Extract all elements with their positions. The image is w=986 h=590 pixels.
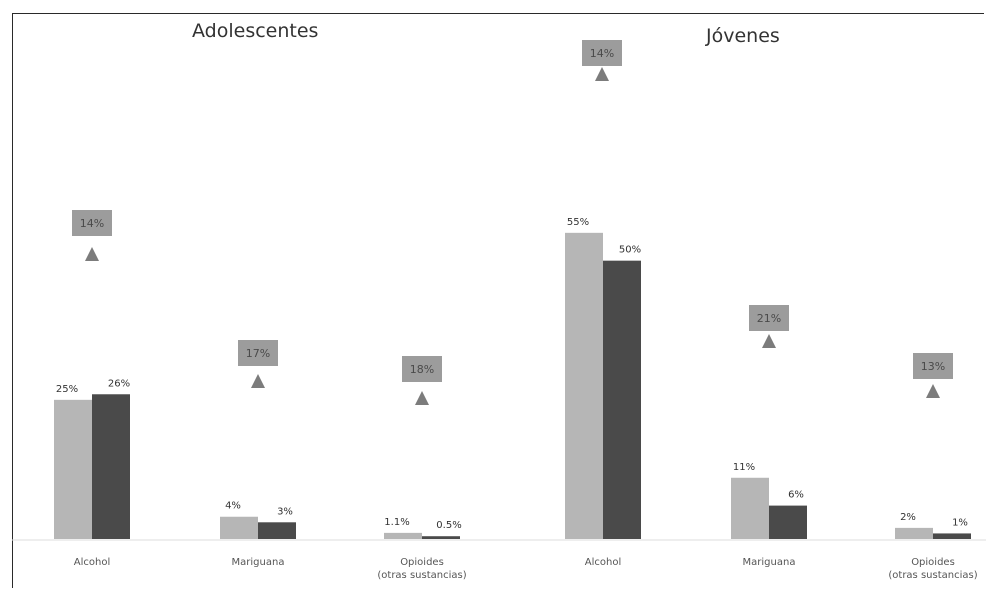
up-arrow-icon [85,247,99,261]
up-arrow-icon [415,391,429,405]
up-arrow-icon [251,374,265,388]
data-label: 25% [56,384,78,395]
data-label: 2% [900,512,916,523]
category-label: Opioides [400,557,444,568]
bar [731,477,769,539]
change-label: 17% [246,347,270,360]
bar [895,527,933,539]
bar-group: 55% 50% Alcohol 14% [565,40,641,568]
data-label: 4% [225,501,241,512]
data-label: 26% [108,378,130,389]
change-label: 14% [80,217,104,230]
category-label: Alcohol [74,557,110,568]
change-badge-box [72,210,112,236]
up-arrow-icon [762,334,776,348]
change-badge: 14% [582,40,622,66]
change-badge: 13% [913,353,953,379]
change-label: 21% [757,312,781,325]
change-badge-box [402,356,442,382]
data-label: 11% [733,462,755,473]
bar [258,522,296,539]
change-badge-box [582,40,622,66]
bar [565,232,603,540]
chart-frame [12,13,984,588]
change-badge: 17% [238,340,278,366]
change-badge-box [238,340,278,366]
bar [422,536,460,539]
category-label: Mariguana [743,557,796,568]
bar [92,394,130,539]
up-arrow-icon [926,384,940,398]
bar [220,516,258,539]
category-label: Alcohol [585,557,621,568]
data-label: 1% [952,517,968,528]
bar-group: 1.1% 0.5% Opioides (otras sustancias) 18% [377,356,467,581]
bar [54,399,92,539]
bar [769,505,807,539]
change-badge-box [913,353,953,379]
change-badge: 21% [749,305,789,331]
data-label: 1.1% [384,517,409,528]
panel-title: Adolescentes [192,20,318,42]
change-label: 18% [410,363,434,376]
category-label: (otras sustancias) [377,570,466,581]
panel-2: Jóvenes 55% 50% Alcohol 14% 11% 6% Mariguana 21%… [565,25,978,581]
data-label: 55% [567,217,589,228]
bar-group: 4% 3% Mariguana 17% [220,340,296,568]
change-badge: 14% [72,210,112,236]
category-label: (otras sustancias) [888,570,977,581]
data-label: 0.5% [436,520,461,531]
change-label: 13% [921,360,945,373]
up-arrow-icon [595,67,609,81]
bar-group: 2% 1% Opioides (otras sustancias) 13% [888,353,978,581]
data-label: 3% [277,506,293,517]
category-label: Opioides [911,557,955,568]
category-label: Mariguana [232,557,285,568]
panel-1: Adolescentes 25% 26% Alcohol 14% 4% 3% Mariguan… [54,20,467,581]
panel-title: Jóvenes [705,25,780,47]
bar [603,260,641,539]
bar [933,533,971,539]
data-label: 50% [619,245,641,256]
data-label: 6% [788,490,804,501]
bar-group: 11% 6% Mariguana 21% [731,305,807,568]
change-badge: 18% [402,356,442,382]
bar [384,532,422,539]
change-badge-box [749,305,789,331]
change-label: 14% [590,47,614,60]
bar-group: 25% 26% Alcohol 14% [54,210,130,568]
